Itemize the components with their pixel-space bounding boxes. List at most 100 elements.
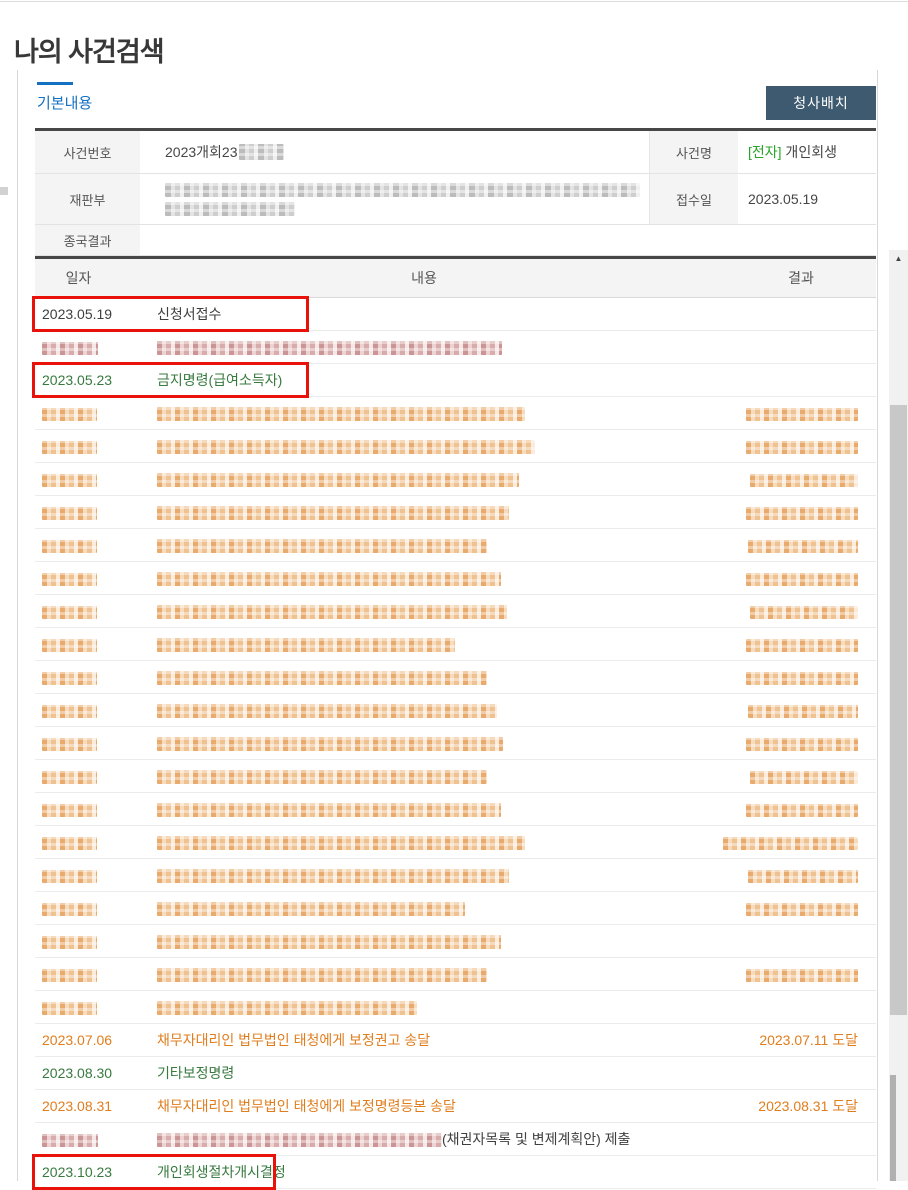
redacted-text [750, 605, 858, 619]
event-result [708, 801, 858, 817]
table-row [35, 991, 876, 1024]
case-timeline-table: 일자 내용 결과 2023.05.19 신청서접수 2023.05.23 금지명령(급… [32, 256, 876, 1190]
redacted-text [42, 902, 97, 916]
event-result [708, 966, 858, 982]
event-date: 2023.05.23 [42, 372, 113, 388]
redacted-text [157, 869, 509, 884]
event-result [708, 900, 858, 916]
redacted-text [42, 638, 97, 652]
redacted-text [42, 407, 97, 421]
event-content: 개인회생절차개시결정 [157, 1164, 286, 1180]
event-content-suffix: (채권자목록 및 변제계획안) 제출 [442, 1131, 631, 1147]
event-result [708, 735, 858, 751]
event-result [708, 702, 858, 718]
redacted-text [42, 506, 97, 520]
table-row [35, 397, 876, 430]
table-row: 2023.10.23 개인회생절차개시결정 [32, 1154, 876, 1190]
redacted-text [42, 704, 97, 718]
event-date [42, 702, 122, 718]
table-row [35, 331, 876, 364]
redacted-text [42, 737, 97, 751]
event-result [708, 669, 858, 685]
redacted-text [157, 704, 497, 719]
event-date: 2023.08.30 [42, 1065, 113, 1081]
redacted-text [746, 737, 858, 751]
case-name-text: 개인회생 [781, 144, 837, 160]
event-result [708, 537, 858, 553]
event-content [157, 768, 708, 785]
tab-basic-contents[interactable]: 기본내용 [37, 82, 92, 113]
redacted-text [42, 440, 97, 454]
event-result [708, 867, 858, 883]
event-date [42, 933, 122, 949]
table-row [35, 925, 876, 958]
redacted-text [42, 935, 97, 949]
court-layout-button-label: 청사배치 [793, 95, 849, 111]
event-date [42, 636, 122, 652]
court-label: 재판부 [35, 174, 140, 224]
event-result: 2023.08.31 도달 [758, 1098, 858, 1114]
case-name-value: [전자] 개인회생 [738, 143, 876, 161]
redacted-text [746, 572, 858, 586]
event-result [708, 603, 858, 619]
scrollbar-up-arrow-icon[interactable]: ▲ [889, 250, 908, 267]
redacted-text [157, 902, 465, 917]
event-content [157, 900, 708, 917]
redacted-text [750, 473, 858, 487]
event-content [157, 999, 708, 1016]
event-content [157, 339, 708, 356]
event-content [157, 504, 708, 521]
event-date: 2023.05.19 [42, 306, 113, 322]
table-row: 2023.07.06 채무자대리인 법무법인 태청에게 보정권고 송달 2023.0… [35, 1024, 876, 1057]
table-row: 재판부 접수일 2023.05.19 [35, 174, 876, 225]
event-content [157, 570, 708, 587]
table-row [35, 463, 876, 496]
electronic-tag: [전자] [748, 144, 782, 160]
table-row [35, 529, 876, 562]
event-result [708, 471, 858, 487]
outer-scrollbar-thumb[interactable] [890, 1075, 896, 1181]
court-layout-button[interactable]: 청사배치 [766, 86, 876, 120]
redacted-text [157, 638, 455, 653]
event-content [157, 471, 708, 488]
scrollbar-thumb[interactable] [890, 405, 907, 1015]
event-content [157, 438, 708, 455]
redacted-text [746, 803, 858, 817]
redacted-text [42, 1001, 97, 1015]
scrollbar-track[interactable]: ▲ [889, 250, 908, 1181]
event-content: 금지명령(급여소득자) [157, 372, 283, 388]
redacted-text [157, 737, 503, 752]
receipt-date-label: 접수일 [649, 174, 738, 224]
table-row [35, 793, 876, 826]
column-header-result: 결과 [788, 270, 814, 286]
event-result [708, 438, 858, 454]
table-row [35, 562, 876, 595]
event-date [42, 900, 122, 916]
event-date [42, 339, 122, 355]
redacted-text [157, 539, 487, 554]
case-number-label: 사건번호 [35, 131, 140, 173]
event-content [157, 966, 708, 983]
top-divider [0, 1, 908, 2]
event-result: 2023.07.11 도달 [759, 1032, 858, 1048]
event-result [708, 636, 858, 652]
redacted-text [157, 440, 535, 455]
case-number-text: 2023개회23 [165, 144, 238, 160]
redacted-text [42, 605, 97, 619]
redacted-text [748, 539, 858, 553]
receipt-date-value: 2023.05.19 [748, 191, 819, 207]
edge-dash [0, 187, 8, 195]
redacted-text [723, 836, 858, 850]
event-content [157, 735, 708, 752]
event-date [42, 537, 122, 553]
event-date [42, 471, 122, 487]
redacted-text [157, 572, 501, 587]
redacted-text [42, 836, 97, 850]
event-content [157, 603, 708, 620]
event-date [42, 405, 122, 421]
redacted-text [157, 935, 501, 950]
panel-border-right [877, 70, 878, 1181]
table-row: 종국결과 [35, 225, 876, 256]
redacted-text [157, 341, 502, 356]
table-row: 2023.05.19 신청서접수 [32, 296, 876, 332]
